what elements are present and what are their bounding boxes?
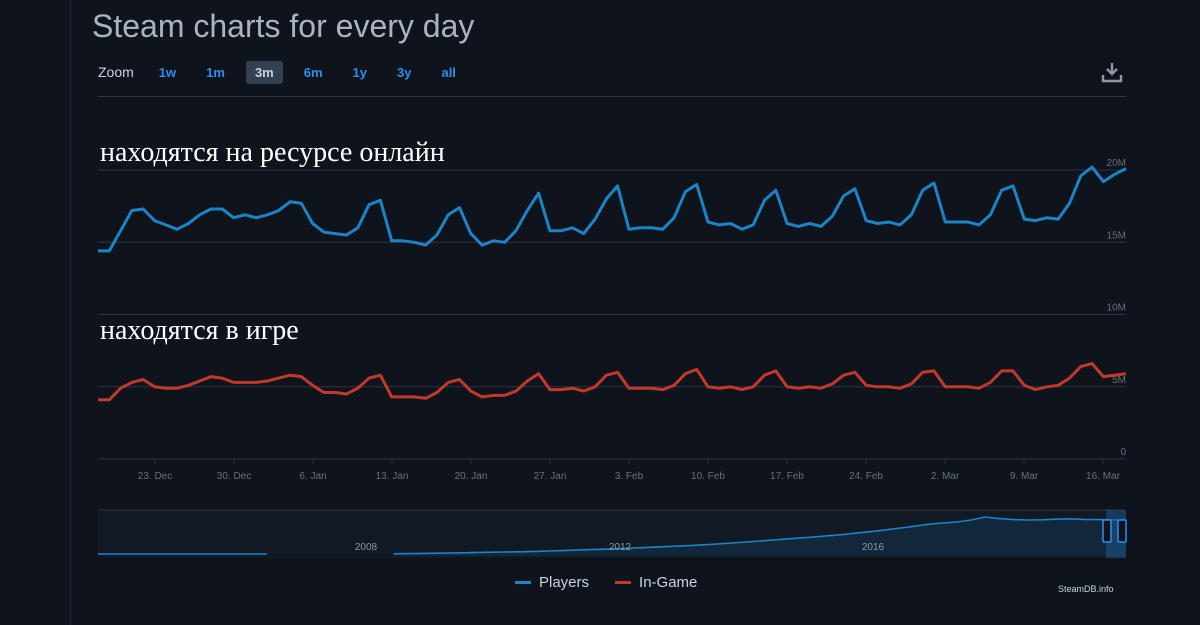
y-tick-label: 15M <box>1107 230 1126 241</box>
x-tick-label: 3. Feb <box>615 471 644 482</box>
x-tick-label: 30. Dec <box>217 471 251 482</box>
navigator-tick-label: 2008 <box>355 542 378 553</box>
zoom-6m-button[interactable]: 6m <box>295 61 332 84</box>
y-tick-label: 0 <box>1120 447 1126 458</box>
left-border-line <box>70 0 71 625</box>
page-title: Steam charts for every day <box>92 8 475 44</box>
zoom-1m-button[interactable]: 1m <box>197 61 234 84</box>
zoom-all-button[interactable]: all <box>432 61 464 84</box>
legend-swatch-in-game <box>615 581 632 584</box>
legend: Players In-Game <box>515 574 723 591</box>
navigator-right-handle[interactable] <box>1117 519 1127 543</box>
navigator-area <box>393 517 1126 556</box>
navigator-ticks: 2008 2012 2016 <box>355 542 885 553</box>
annotation-online: находятся на ресурсе онлайн <box>100 137 445 168</box>
series-line-players <box>98 165 1127 253</box>
x-tick-label: 13. Jan <box>376 471 409 482</box>
x-tick-label: 2. Mar <box>931 471 960 482</box>
zoom-bar: Zoom 1w 1m 3m 6m 1y 3y all <box>98 60 477 84</box>
header-divider <box>98 96 1126 97</box>
download-icon[interactable] <box>1100 60 1124 84</box>
x-tick-label: 20. Jan <box>455 471 488 482</box>
legend-label-in-game: In-Game <box>639 574 698 591</box>
legend-swatch-players <box>515 581 531 584</box>
zoom-3y-button[interactable]: 3y <box>388 61 420 84</box>
y-tick-label: 5M <box>1112 375 1126 386</box>
navigator-left-handle[interactable] <box>1102 519 1112 543</box>
navigator-line <box>98 516 1127 555</box>
x-tick-label: 9. Mar <box>1010 471 1039 482</box>
navigator-tick-label: 2012 <box>609 542 632 553</box>
x-tick-label: 27. Jan <box>534 471 567 482</box>
credit-text: SteamDB.info <box>1058 584 1114 594</box>
zoom-1y-button[interactable]: 1y <box>344 61 376 84</box>
zoom-label: Zoom <box>98 64 134 80</box>
annotation-in-game: находятся в игре <box>100 315 299 346</box>
x-tick-label: 6. Jan <box>299 471 326 482</box>
x-axis-ticks: 23. Dec 30. Dec 6. Jan 13. Jan 20. Jan 27. Ja… <box>138 459 1121 482</box>
x-tick-label: 17. Feb <box>770 471 804 482</box>
x-tick-label: 16. Mar <box>1086 471 1121 482</box>
series-line-in-game <box>98 362 1127 402</box>
legend-item-players[interactable]: Players <box>515 574 589 591</box>
zoom-3m-button[interactable]: 3m <box>245 60 283 84</box>
y-axis-ticks: 20M 15M 10M 5M 0 <box>1107 158 1127 458</box>
grid-lines <box>98 169 1126 460</box>
y-tick-label: 20M <box>1107 158 1126 169</box>
legend-item-in-game[interactable]: In-Game <box>615 574 697 591</box>
legend-label-players: Players <box>539 574 590 591</box>
y-tick-label: 10M <box>1107 303 1126 314</box>
navigator: 2008 2012 2016 <box>98 509 1127 558</box>
navigator-tick-label: 2016 <box>862 542 885 553</box>
zoom-1w-button[interactable]: 1w <box>150 61 185 84</box>
x-tick-label: 10. Feb <box>691 471 725 482</box>
x-tick-label: 23. Dec <box>138 471 172 482</box>
x-tick-label: 24. Feb <box>849 471 883 482</box>
